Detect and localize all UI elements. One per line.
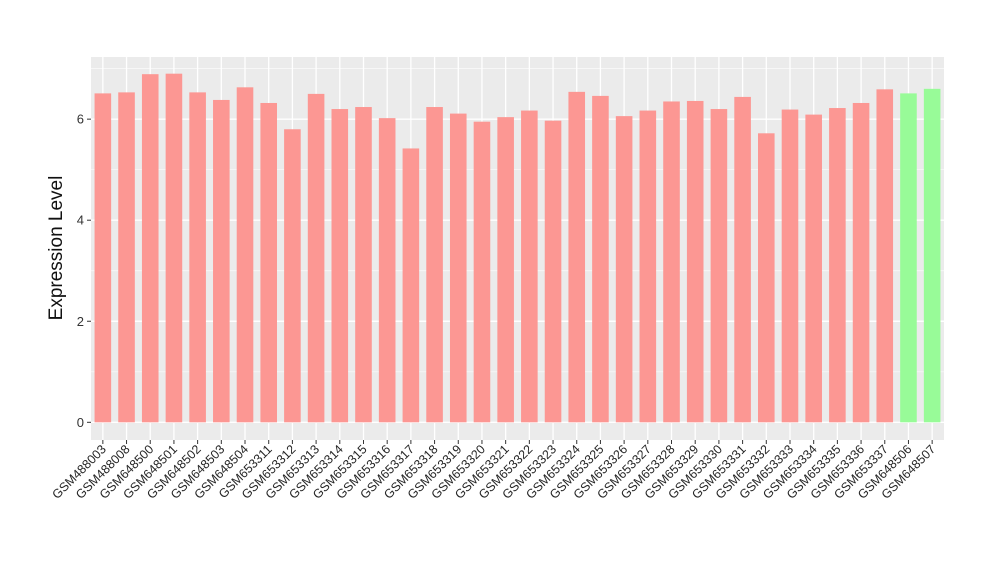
bar-GSM648506	[900, 93, 917, 423]
x-axis-tick-labels: GSM488003GSM488008GSM648500GSM648501GSM6…	[49, 442, 938, 502]
bar-GSM648500	[141, 74, 159, 423]
bar-GSM653314	[331, 109, 349, 423]
bar-GSM653322	[521, 110, 538, 423]
bar-GSM653313	[307, 93, 325, 423]
bar-GSM653330	[710, 109, 728, 423]
bar-GSM653334	[805, 114, 822, 423]
bar-GSM653315	[355, 107, 372, 423]
bar-GSM648503	[213, 99, 230, 423]
bar-GSM653336	[852, 102, 870, 423]
bar-GSM653326	[615, 116, 633, 423]
bar-GSM488003	[94, 93, 112, 423]
bar-GSM653333	[781, 109, 799, 423]
bars-group	[94, 73, 941, 423]
bar-GSM653319	[449, 113, 467, 423]
axis-ticks	[87, 118, 933, 444]
bar-GSM648501	[165, 73, 183, 423]
bar-GSM653318	[426, 107, 443, 423]
y-tick-label: 6	[77, 112, 84, 127]
y-tick-label: 2	[77, 314, 84, 329]
bar-GSM653332	[757, 133, 775, 423]
bar-GSM653321	[497, 117, 514, 423]
bar-GSM648502	[189, 92, 206, 423]
gridlines-minor	[91, 68, 944, 373]
y-axis-title: Expression Level	[46, 176, 67, 321]
bar-GSM653337	[876, 89, 894, 423]
bar-GSM653323	[544, 120, 562, 423]
y-axis-tick-labels: 0 2 4 6	[77, 112, 84, 430]
bar-GSM653324	[568, 91, 586, 423]
bar-GSM653331	[734, 96, 751, 423]
bar-GSM653312	[284, 129, 301, 423]
bar-GSM653317	[402, 148, 420, 423]
plot-panel	[91, 57, 944, 440]
bar-GSM653325	[592, 95, 609, 423]
bar-GSM648504	[236, 87, 254, 423]
bar-GSM653328	[663, 101, 680, 423]
bar-GSM653327	[639, 110, 657, 423]
bar-GSM653335	[829, 108, 846, 423]
gridlines-major	[91, 118, 944, 424]
bar-GSM653320	[473, 121, 491, 423]
bar-GSM648507	[923, 88, 941, 423]
bar-GSM653329	[686, 100, 704, 423]
bar-GSM488008	[118, 92, 135, 423]
y-tick-label: 0	[77, 415, 84, 430]
bar-GSM653311	[260, 102, 278, 423]
y-tick-label: 4	[77, 213, 84, 228]
bar-GSM653316	[378, 118, 396, 423]
